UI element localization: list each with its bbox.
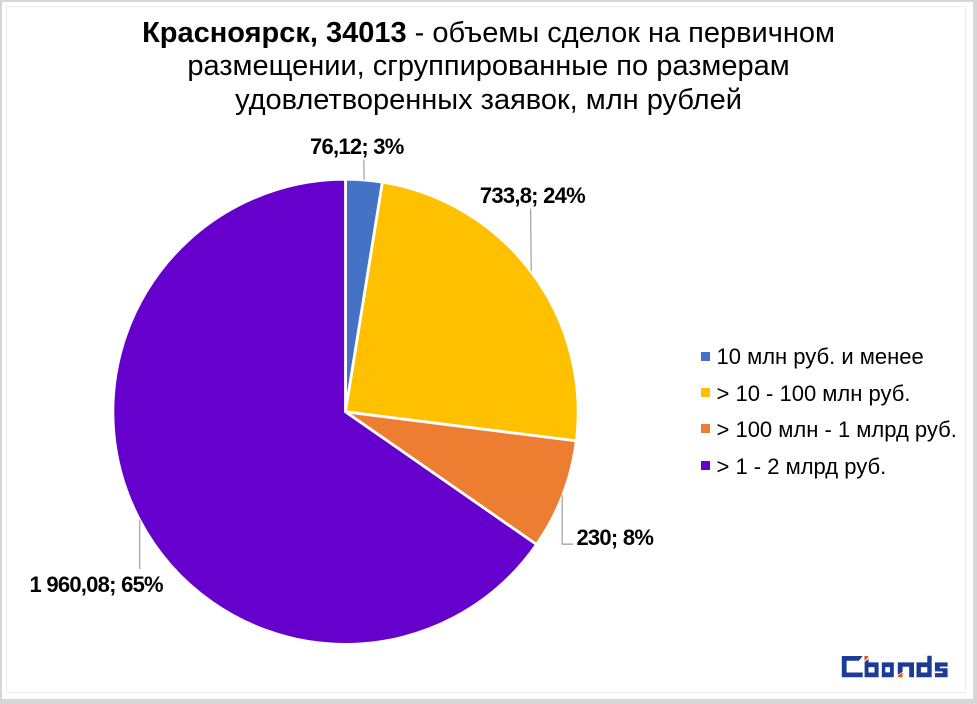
chart-title-bold: Красноярск, 34013 [142,17,407,49]
cbonds-logo-accents [864,656,903,678]
leader-lines [139,159,573,569]
window-border-top [0,0,977,2]
legend-label-2: > 10 - 100 млн руб. [716,380,911,406]
data-label-slice-4: 1 960,08; 65% [29,572,164,597]
legend-marker-orange [701,424,710,434]
legend-item-2[interactable]: > 10 - 100 млн руб. [701,380,911,406]
legend-marker-blue [701,351,710,361]
legend-label-4: > 1 - 2 млрд руб. [716,453,887,479]
data-label-slice-2: 733,8; 24% [479,183,586,209]
data-label-slice-3: 230; 8% [576,524,654,550]
window-border-bottom [0,699,977,704]
window-border-right [973,0,977,704]
data-label-slice-1: 76,12; 3% [310,133,404,159]
legend-item-3[interactable]: > 100 млн - 1 млрд руб. [701,419,957,441]
legend-marker-yellow [701,388,710,397]
legend-item-4[interactable]: > 1 - 2 млрд руб. [701,453,887,479]
pie-slices[interactable] [111,177,580,646]
chart-area-frame [6,6,966,693]
cbonds-logo-letters [841,655,948,678]
legend-item-1[interactable]: 10 млн руб. и менее [701,346,924,368]
cbonds-logo [841,655,948,678]
leader-line-slice-2 [529,208,532,272]
chart-title-regular: - объемы сделок на первичном размещении,… [187,17,835,116]
legend-marker-purple [701,460,710,470]
pie-slice-2[interactable] [344,180,580,443]
legend-label-3: > 100 млн - 1 млрд руб. [716,417,957,443]
chart-title: Красноярск, 34013 - объемы сделок на пер… [108,17,869,117]
leader-line-slice-3 [561,495,573,545]
legend-label-1: 10 млн руб. и менее [716,344,924,370]
window-border-left [0,0,2,704]
